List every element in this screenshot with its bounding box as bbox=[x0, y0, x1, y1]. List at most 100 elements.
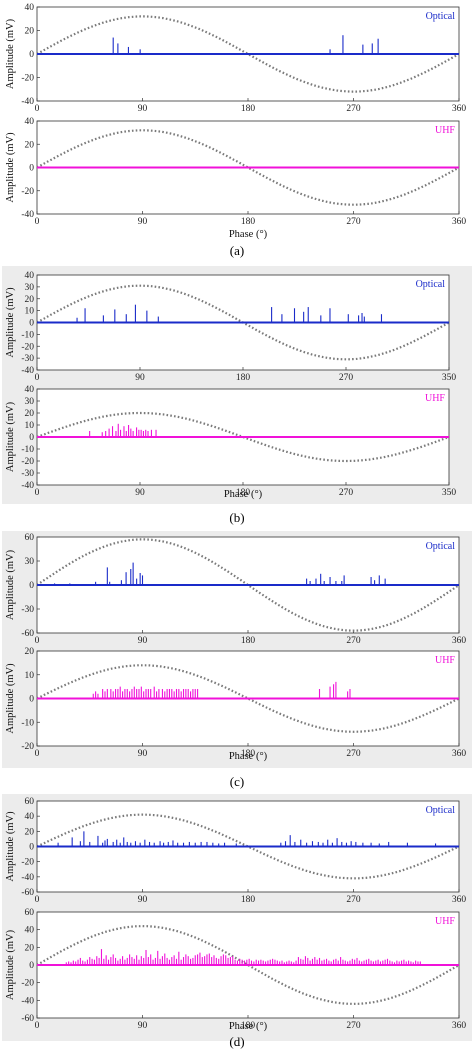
y-tick-label: -30 bbox=[21, 354, 34, 364]
x-tick-label: 0 bbox=[35, 636, 40, 646]
y-tick-label: 20 bbox=[25, 295, 35, 305]
x-tick-label: 270 bbox=[346, 636, 361, 646]
x-tick-label: 270 bbox=[346, 895, 361, 905]
figure-caption: (a) bbox=[230, 243, 244, 258]
y-tick-label: -30 bbox=[21, 605, 34, 615]
x-tick-label: 0 bbox=[35, 488, 40, 498]
legend-label: Optical bbox=[426, 541, 456, 552]
x-tick-label: 90 bbox=[138, 895, 148, 905]
y-tick-label: 40 bbox=[25, 812, 35, 822]
series-optical bbox=[57, 831, 437, 847]
sine-reference-curve bbox=[36, 411, 450, 463]
x-tick-label: 360 bbox=[452, 749, 467, 759]
y-axis-label: Amplitude (mV) bbox=[5, 663, 16, 734]
x-tick-label: 90 bbox=[138, 217, 148, 227]
y-tick-label: 0 bbox=[29, 319, 34, 329]
x-axis-label: Phase (°) bbox=[229, 229, 268, 240]
y-tick-label: -40 bbox=[21, 481, 34, 491]
x-tick-label: 0 bbox=[35, 104, 40, 114]
x-tick-label: 360 bbox=[452, 636, 467, 646]
y-tick-label: 40 bbox=[25, 3, 35, 13]
x-axis-label: Phase (°) bbox=[229, 1021, 268, 1032]
sine-reference-curve bbox=[36, 664, 460, 733]
sine-reference-curve bbox=[36, 538, 460, 632]
y-tick-label: -20 bbox=[21, 74, 34, 84]
sine-reference-curve bbox=[36, 129, 460, 206]
y-tick-label: -20 bbox=[21, 187, 34, 197]
y-tick-label: 0 bbox=[29, 961, 34, 971]
y-tick-label: -30 bbox=[21, 469, 34, 479]
y-tick-label: -40 bbox=[21, 873, 34, 883]
x-tick-label: 0 bbox=[35, 749, 40, 759]
y-tick-label: 0 bbox=[29, 164, 34, 174]
y-tick-label: 40 bbox=[25, 926, 35, 936]
y-tick-label: 40 bbox=[25, 271, 35, 281]
x-tick-label: 270 bbox=[346, 104, 361, 114]
x-tick-label: 350 bbox=[442, 373, 457, 383]
x-tick-label: 270 bbox=[339, 488, 354, 498]
y-tick-label: 30 bbox=[25, 397, 35, 407]
y-tick-label: -10 bbox=[21, 330, 34, 340]
y-tick-label: 60 bbox=[25, 533, 35, 543]
legend-label: Optical bbox=[426, 805, 456, 816]
y-tick-label: -60 bbox=[21, 1014, 34, 1024]
x-tick-label: 270 bbox=[346, 1021, 361, 1031]
y-axis-label: Amplitude (mV) bbox=[5, 401, 16, 472]
x-tick-label: 270 bbox=[339, 373, 354, 383]
legend-label: UHF bbox=[435, 916, 455, 927]
y-tick-label: 20 bbox=[25, 943, 35, 953]
y-tick-label: -40 bbox=[21, 996, 34, 1006]
x-tick-label: 90 bbox=[138, 636, 148, 646]
y-tick-label: 30 bbox=[25, 557, 35, 567]
legend-label: UHF bbox=[435, 655, 455, 666]
x-tick-label: 180 bbox=[236, 488, 251, 498]
y-tick-label: -40 bbox=[21, 97, 34, 107]
sine-reference-curve bbox=[36, 813, 460, 880]
y-tick-label: -20 bbox=[21, 742, 34, 752]
y-tick-label: 10 bbox=[25, 671, 35, 681]
y-axis-label: Amplitude (mV) bbox=[5, 18, 16, 89]
x-tick-label: 0 bbox=[35, 1021, 40, 1031]
y-tick-label: -20 bbox=[21, 979, 34, 989]
x-tick-label: 90 bbox=[138, 104, 148, 114]
y-tick-label: -40 bbox=[21, 210, 34, 220]
legend-label: UHF bbox=[435, 125, 455, 136]
y-axis-label: Amplitude (mV) bbox=[5, 811, 16, 882]
x-axis-label: Phase (°) bbox=[224, 489, 263, 500]
y-axis-label: Amplitude (mV) bbox=[5, 929, 16, 1000]
x-tick-label: 180 bbox=[241, 749, 256, 759]
y-tick-label: -60 bbox=[21, 888, 34, 898]
figure-caption: (d) bbox=[229, 1034, 244, 1049]
figure-caption: (c) bbox=[230, 774, 244, 789]
y-tick-label: 0 bbox=[29, 695, 34, 705]
y-tick-label: 20 bbox=[25, 647, 35, 657]
y-tick-label: 0 bbox=[29, 50, 34, 60]
x-tick-label: 360 bbox=[452, 217, 467, 227]
y-tick-label: -60 bbox=[21, 629, 34, 639]
x-tick-label: 0 bbox=[35, 895, 40, 905]
y-axis-label: Amplitude (mV) bbox=[5, 549, 16, 620]
y-tick-label: -10 bbox=[21, 718, 34, 728]
y-tick-label: 0 bbox=[29, 843, 34, 853]
y-tick-label: 10 bbox=[25, 307, 35, 317]
legend-label: UHF bbox=[425, 393, 445, 404]
y-tick-label: 60 bbox=[25, 908, 35, 918]
x-tick-label: 180 bbox=[236, 373, 251, 383]
x-tick-label: 90 bbox=[138, 749, 148, 759]
y-tick-label: 20 bbox=[25, 140, 35, 150]
x-tick-label: 180 bbox=[241, 104, 256, 114]
y-axis-label: Amplitude (mV) bbox=[5, 287, 16, 358]
y-tick-label: 0 bbox=[29, 581, 34, 591]
x-tick-label: 90 bbox=[138, 1021, 148, 1031]
y-tick-label: 10 bbox=[25, 421, 35, 431]
